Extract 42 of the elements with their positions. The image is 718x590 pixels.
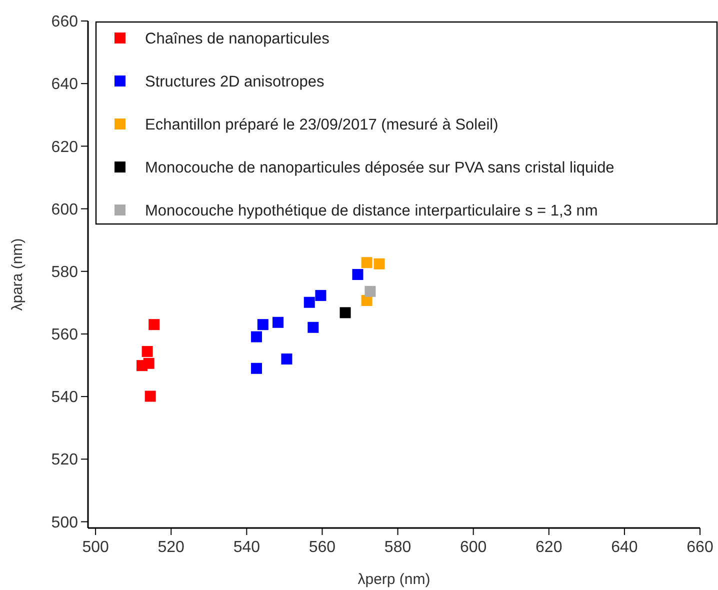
point xyxy=(374,258,385,270)
legend-label: Chaînes de nanoparticules xyxy=(145,30,330,48)
legend-label: Structures 2D anisotropes xyxy=(145,73,324,90)
y-tick-label: 600 xyxy=(51,201,78,218)
x-axis-title: λperp (nm) xyxy=(358,571,430,588)
point xyxy=(143,358,154,369)
x-tick-label: 580 xyxy=(384,539,412,556)
point xyxy=(250,362,262,374)
x-tick-label: 540 xyxy=(233,539,260,556)
x-tick-label: 500 xyxy=(82,539,109,556)
point xyxy=(340,307,351,318)
x-tick-label: 660 xyxy=(686,539,714,556)
y-tick-label: 580 xyxy=(51,264,78,281)
point xyxy=(308,322,319,333)
point xyxy=(257,319,268,330)
x-tick-label: 520 xyxy=(158,539,185,556)
x-tick-label: 560 xyxy=(308,539,336,556)
y-tick-label: 640 xyxy=(51,76,78,94)
y-tick-label: 560 xyxy=(51,326,78,344)
point xyxy=(281,354,292,364)
point xyxy=(364,286,376,297)
x-tick-label: 640 xyxy=(611,539,638,556)
x-tick-label: 600 xyxy=(460,539,487,556)
legend-label: Echantillon préparé le 23/09/2017 (mesuré à Soleil) xyxy=(145,116,498,134)
point xyxy=(144,390,156,402)
point xyxy=(361,257,372,268)
y-tick-label: 500 xyxy=(51,514,78,532)
point xyxy=(315,290,326,301)
y-tick-label: 660 xyxy=(51,14,78,31)
legend-label: Monocouche de nanoparticules déposée sur PVA sans cristal liquide xyxy=(145,159,614,176)
legend-label: Monocouche hypothétique de distance interparticulaire s = 1,3 nm xyxy=(145,202,598,220)
point xyxy=(142,346,153,357)
point xyxy=(250,331,262,342)
y-tick-label: 520 xyxy=(51,452,78,469)
point xyxy=(304,296,315,308)
y-tick-label: 540 xyxy=(51,389,78,406)
point xyxy=(352,269,364,280)
point xyxy=(272,316,284,328)
y-tick-label: 620 xyxy=(51,138,78,156)
x-tick-label: 620 xyxy=(536,539,562,556)
point xyxy=(148,319,160,330)
y-axis-title: λpara (nm) xyxy=(9,238,26,311)
